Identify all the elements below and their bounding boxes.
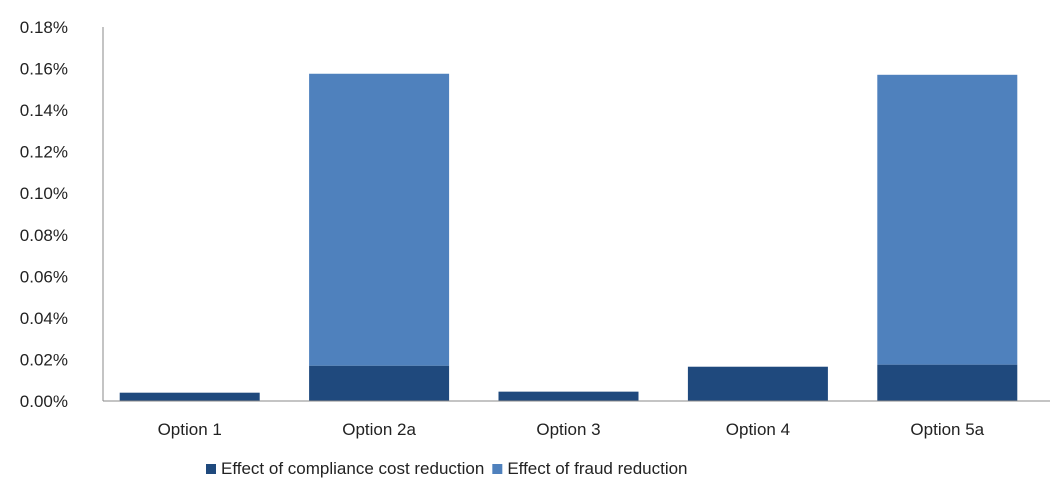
y-tick-label: 0.16% xyxy=(20,60,68,79)
bars xyxy=(119,73,1018,401)
bar-segment-compliance xyxy=(877,364,1018,401)
legend-swatch xyxy=(206,464,216,474)
legend-label: Effect of compliance cost reduction xyxy=(221,459,484,478)
y-tick-label: 0.06% xyxy=(20,267,68,286)
x-tick-label: Option 1 xyxy=(158,420,222,439)
x-tick-label: Option 3 xyxy=(536,420,600,439)
y-axis: 0.00% 0.02% 0.04% 0.06% 0.08% 0.10% 0.12% 0.14%… xyxy=(20,18,104,411)
legend-swatch xyxy=(492,464,503,474)
x-tick-label: Option 2a xyxy=(342,420,416,439)
y-tick-label: 0.18% xyxy=(20,18,68,37)
y-tick-label: 0.08% xyxy=(20,226,68,245)
legend-label: Effect of fraud reduction xyxy=(507,459,687,478)
x-tick-label: Option 4 xyxy=(726,420,790,439)
bar-segment-compliance xyxy=(119,392,260,401)
y-tick-label: 0.12% xyxy=(20,143,68,162)
y-tick-label: 0.00% xyxy=(20,392,68,411)
legend: Effect of compliance cost reduction Effec… xyxy=(206,459,688,478)
x-axis: Option 1 Option 2a Option 3 Option 4 Option … xyxy=(103,400,1050,439)
x-tick-label: Option 5a xyxy=(910,420,984,439)
bar-segment-fraud xyxy=(309,73,450,366)
y-tick-label: 0.10% xyxy=(20,184,68,203)
bar-segment-compliance xyxy=(498,391,639,401)
y-tick-label: 0.14% xyxy=(20,101,68,120)
y-tick-label: 0.04% xyxy=(20,309,68,328)
y-tick-label: 0.02% xyxy=(20,350,68,369)
bar-segment-compliance xyxy=(687,366,828,401)
bar-segment-compliance xyxy=(309,365,450,401)
bar-segment-fraud xyxy=(877,74,1018,365)
